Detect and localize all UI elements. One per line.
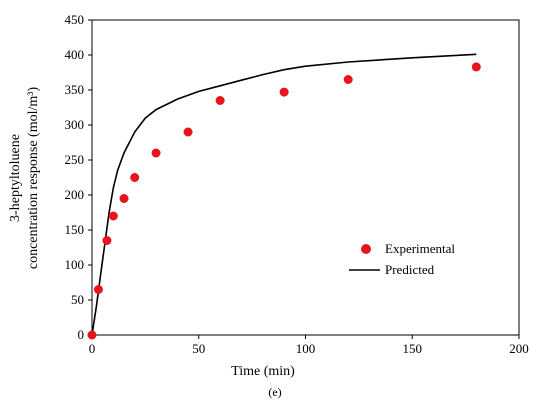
experimental-point: [279, 87, 289, 97]
y-axis-title-line2: concentration response (mol/m³): [26, 87, 41, 270]
experimental-point: [108, 211, 118, 221]
y-tick-label: 450: [65, 12, 85, 27]
y-tick-label: 350: [65, 82, 85, 97]
x-tick-label: 50: [192, 341, 205, 356]
experimental-points: [87, 62, 481, 340]
experimental-point: [93, 285, 103, 294]
legend-marker-experimental: [361, 244, 371, 254]
x-axis: 0 50 100 150 200: [89, 335, 529, 356]
experimental-point: [215, 96, 225, 105]
x-tick-label: 150: [403, 341, 423, 356]
y-axis: 0 50 100 150 200 250 300 350 400 450: [65, 12, 92, 342]
x-tick-label: 200: [509, 341, 529, 356]
experimental-point: [119, 194, 129, 203]
legend: Experimental Predicted: [349, 241, 455, 277]
y-tick-label: 150: [65, 222, 85, 237]
figure-caption: (e): [268, 385, 281, 399]
experimental-point: [151, 148, 161, 158]
plot-frame: [91, 19, 520, 336]
x-tick-label: 100: [296, 341, 316, 356]
y-tick-label: 100: [65, 257, 85, 272]
experimental-point: [471, 62, 481, 72]
y-tick-label: 0: [78, 327, 85, 342]
experimental-point: [130, 173, 140, 182]
legend-label-experimental: Experimental: [385, 241, 455, 256]
experimental-point: [183, 127, 193, 137]
y-tick-label: 50: [71, 292, 84, 307]
y-tick-label: 300: [65, 117, 85, 132]
x-tick-label: 0: [89, 341, 96, 356]
y-axis-title-line1: 3-heptyltoluene: [8, 134, 23, 222]
experimental-point: [343, 75, 353, 84]
y-tick-label: 250: [65, 152, 85, 167]
x-axis-title: Time (min): [231, 364, 295, 379]
experimental-point: [87, 330, 97, 340]
predicted-line: [91, 53, 477, 336]
legend-label-predicted: Predicted: [385, 262, 435, 277]
y-tick-label: 200: [65, 187, 85, 202]
experimental-point: [102, 236, 112, 245]
y-tick-label: 400: [65, 47, 85, 62]
